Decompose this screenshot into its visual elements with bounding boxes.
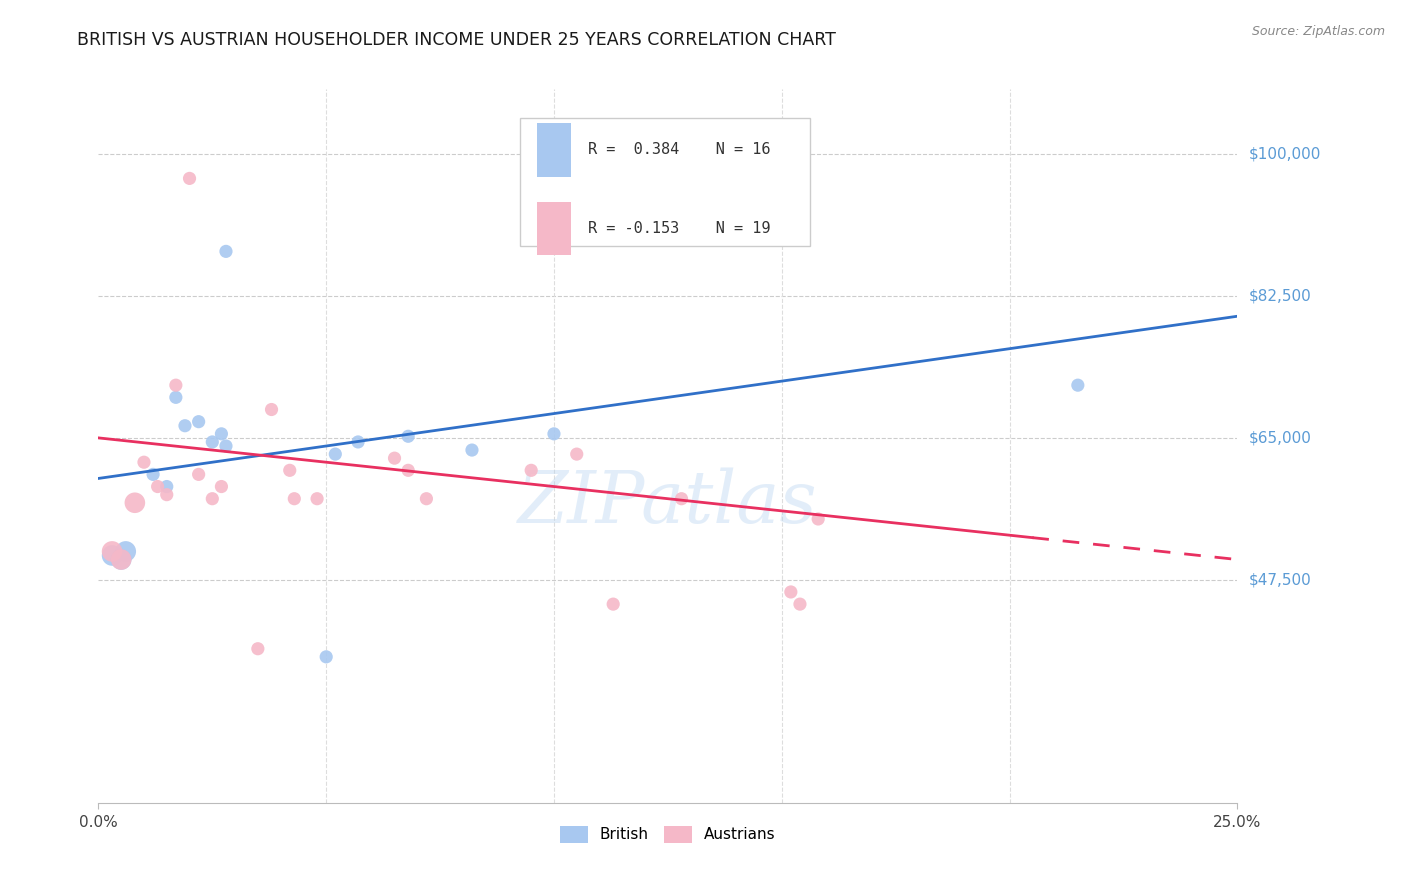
Text: $47,500: $47,500	[1249, 573, 1312, 587]
Text: R = -0.153    N = 19: R = -0.153 N = 19	[588, 221, 770, 235]
Point	[187, 467, 209, 482]
Point	[174, 418, 197, 433]
Point	[165, 390, 187, 404]
Point	[101, 549, 124, 563]
Point	[461, 443, 484, 458]
Point	[165, 378, 187, 392]
Text: $100,000: $100,000	[1249, 146, 1320, 161]
Point	[278, 463, 301, 477]
Point	[215, 244, 238, 259]
Point	[246, 641, 269, 656]
Point	[110, 552, 132, 566]
Point	[347, 434, 370, 449]
Point	[142, 467, 165, 482]
Point	[124, 496, 146, 510]
Text: Source: ZipAtlas.com: Source: ZipAtlas.com	[1251, 25, 1385, 38]
Point	[101, 544, 124, 558]
Point	[114, 544, 136, 558]
Point	[201, 491, 224, 506]
Point	[315, 649, 337, 664]
Point	[396, 429, 419, 443]
Point	[543, 426, 565, 441]
Point	[520, 463, 543, 477]
Point	[307, 491, 329, 506]
Point	[779, 585, 801, 599]
FancyBboxPatch shape	[537, 202, 571, 255]
Text: $82,500: $82,500	[1249, 288, 1312, 303]
Point	[187, 415, 209, 429]
Point	[110, 552, 132, 566]
Point	[323, 447, 346, 461]
Point	[565, 447, 588, 461]
Point	[260, 402, 283, 417]
Text: BRITISH VS AUSTRIAN HOUSEHOLDER INCOME UNDER 25 YEARS CORRELATION CHART: BRITISH VS AUSTRIAN HOUSEHOLDER INCOME U…	[77, 31, 837, 49]
Point	[384, 451, 406, 466]
Legend: British, Austrians: British, Austrians	[554, 820, 782, 848]
Point	[396, 463, 419, 477]
Point	[156, 479, 179, 493]
Point	[807, 512, 830, 526]
Point	[209, 426, 232, 441]
Text: R =  0.384    N = 16: R = 0.384 N = 16	[588, 143, 770, 157]
Text: ZIPatlas: ZIPatlas	[517, 467, 818, 539]
Point	[602, 597, 624, 611]
Point	[156, 488, 179, 502]
Text: $65,000: $65,000	[1249, 431, 1312, 445]
Point	[283, 491, 305, 506]
FancyBboxPatch shape	[520, 118, 810, 246]
Point	[215, 439, 238, 453]
Point	[789, 597, 811, 611]
Point	[146, 479, 169, 493]
Point	[671, 491, 693, 506]
Point	[132, 455, 155, 469]
Point	[1067, 378, 1090, 392]
Point	[415, 491, 437, 506]
Point	[201, 434, 224, 449]
Point	[179, 171, 201, 186]
FancyBboxPatch shape	[537, 123, 571, 177]
Point	[209, 479, 232, 493]
